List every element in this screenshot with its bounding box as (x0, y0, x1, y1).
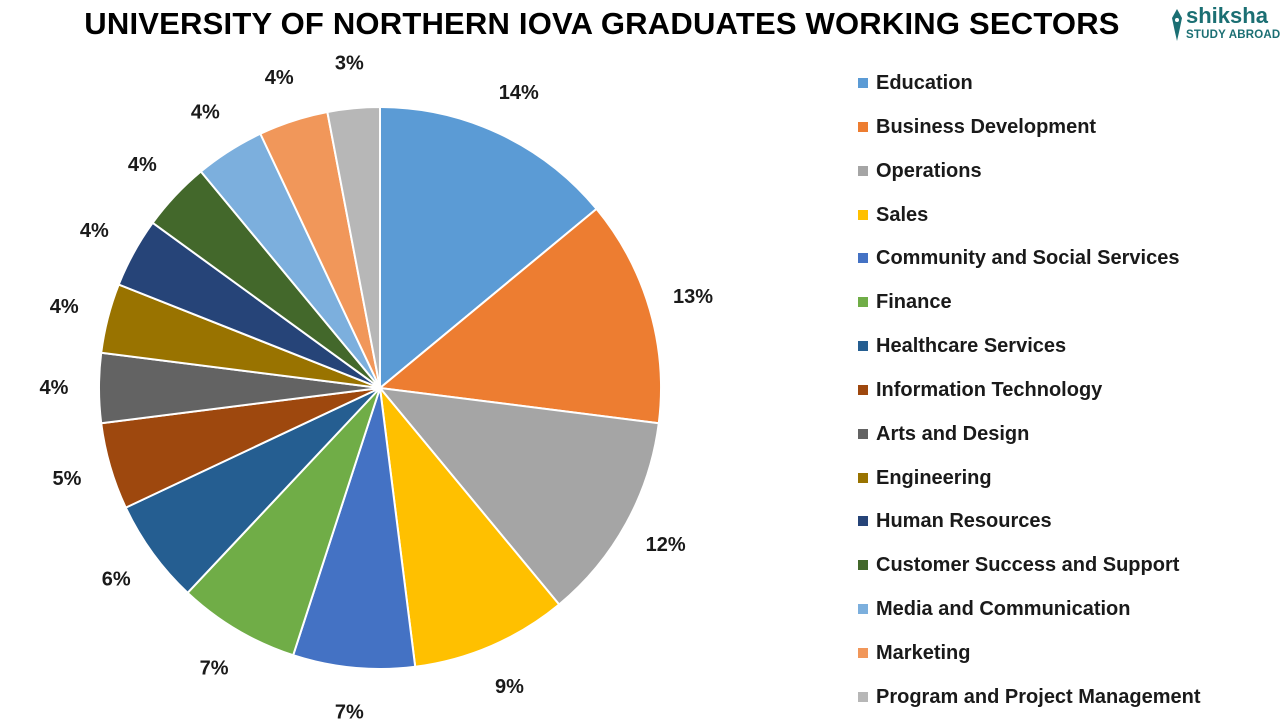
legend-item: Arts and Design (858, 419, 1258, 463)
legend-item: Business Development (858, 112, 1258, 156)
legend-swatch (858, 604, 868, 615)
data-label: 14% (499, 82, 539, 104)
legend-item: Marketing (858, 638, 1258, 682)
data-label: 3% (335, 52, 364, 74)
pie-slice-education (379, 105, 598, 391)
data-label: 4% (50, 296, 79, 318)
logo-wordmark: shiksha (1186, 3, 1268, 28)
legend-swatch (858, 209, 868, 220)
logo-tagline: STUDY ABROAD (1186, 29, 1280, 41)
data-label: 4% (80, 220, 109, 242)
pie-slice-business-development (377, 207, 662, 425)
pie-slice-sales (378, 384, 561, 668)
pie-slice-operations (377, 386, 660, 606)
legend-label: Sales (876, 203, 929, 226)
data-label: 7% (335, 702, 364, 720)
pie-chart: 14% 13% 12% 9% 7% 7% 6% 5% 4% 4% 4% 4% 4% 4% 3% (40, 52, 714, 720)
legend-swatch (858, 560, 868, 571)
data-label: 9% (495, 676, 524, 698)
pie-slice-finance (186, 387, 381, 657)
legend-label: Engineering (876, 466, 992, 489)
legend-item: Operations (858, 156, 1258, 200)
legend-swatch (858, 253, 868, 264)
data-label: 12% (646, 534, 686, 556)
data-label: 4% (40, 377, 69, 399)
legend-swatch (858, 297, 868, 308)
legend-swatch (858, 691, 868, 702)
data-label: 5% (52, 468, 81, 490)
legend-label: Education (876, 72, 973, 94)
legend-label: Business Development (876, 115, 1097, 138)
legend-label: Media and Communication (876, 598, 1131, 621)
legend-swatch (858, 384, 868, 395)
legend-item: Information Technology (858, 375, 1258, 419)
legend-swatch (858, 341, 868, 352)
pen-nib-icon (1172, 9, 1182, 41)
legend-label: Information Technology (876, 378, 1103, 401)
legend-label: Arts and Design (876, 422, 1030, 445)
data-label: 4% (128, 154, 157, 176)
legend-swatch (858, 647, 868, 658)
legend-item: Customer Success and Support (858, 550, 1258, 594)
legend-item: Media and Communication (858, 594, 1258, 638)
legend-label: Marketing (876, 641, 971, 664)
chart-legend: Education Business Development Operations S… (858, 68, 1258, 726)
data-label: 6% (102, 569, 131, 591)
legend-label: Customer Success and Support (876, 554, 1180, 577)
pie-slice-program-and-project-management (326, 105, 381, 389)
legend-swatch (858, 78, 868, 88)
legend-label: Program and Project Management (876, 685, 1201, 708)
legend-item: Human Resources (858, 506, 1258, 550)
legend-item: Sales (858, 200, 1258, 244)
legend-item: Engineering (858, 463, 1258, 507)
legend-label: Operations (876, 159, 982, 182)
data-label: 13% (673, 286, 713, 308)
legend-swatch (858, 165, 868, 176)
legend-label: Community and Social Services (876, 247, 1180, 270)
data-label: 7% (200, 658, 229, 680)
legend-label: Human Resources (876, 510, 1052, 533)
pie-slice-community-and-social-services (291, 387, 417, 670)
legend-item: Finance (858, 287, 1258, 331)
data-label: 4% (191, 102, 220, 124)
legend-item: Healthcare Services (858, 331, 1258, 375)
legend-swatch (858, 516, 868, 527)
legend-swatch (858, 428, 868, 439)
data-label: 4% (265, 67, 294, 89)
legend-swatch (858, 121, 868, 132)
legend-label: Finance (876, 291, 952, 314)
legend-item: Education (858, 68, 1258, 112)
legend-label: Healthcare Services (876, 335, 1067, 358)
legend-item: Program and Project Management (858, 682, 1258, 726)
shiksha-logo: shiksha STUDY ABROAD (1170, 3, 1280, 46)
legend-swatch (858, 472, 868, 483)
legend-item: Community and Social Services (858, 243, 1258, 287)
chart-title: UNIVERSITY OF NORTHERN IOVA GRADUATES WO… (84, 6, 1120, 41)
